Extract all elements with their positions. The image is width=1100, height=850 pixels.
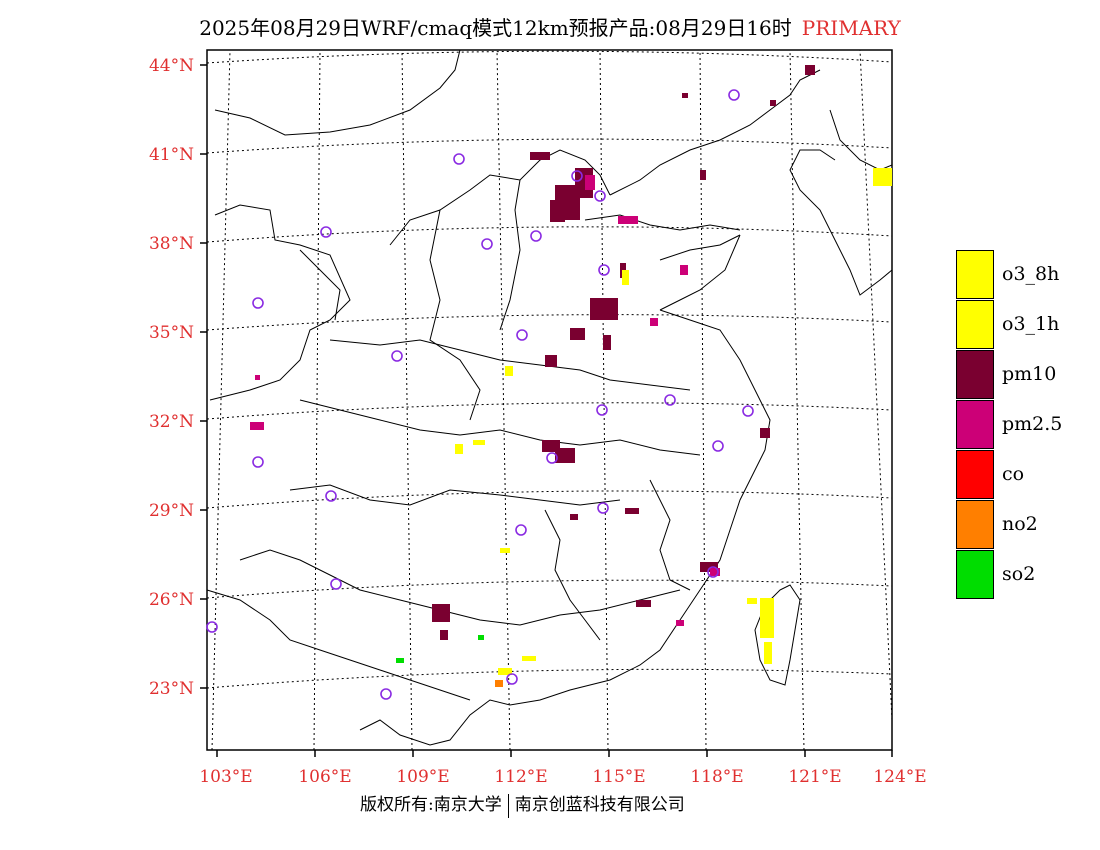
- lat-label-38: 38°N: [149, 234, 194, 254]
- station-marker: [594, 190, 606, 202]
- station-marker: [325, 490, 337, 502]
- station-marker: [515, 524, 527, 536]
- station-marker: [252, 456, 264, 468]
- legend-label-pm10: pm10: [1002, 363, 1057, 385]
- legend-label-so2: so2: [1002, 563, 1036, 585]
- legend-label-pm25: pm2.5: [1002, 413, 1063, 435]
- lon-labels: 103°E 106°E 109°E 112°E 115°E 118°E 121°…: [199, 767, 926, 787]
- station-marker: [571, 170, 583, 182]
- legend-label-co: co: [1002, 463, 1025, 485]
- legend-label-o3-1h: o3_1h: [1002, 313, 1060, 335]
- map-frame: [206, 49, 893, 751]
- legend-item-pm10: pm10: [956, 349, 1062, 399]
- page-title: 2025年08月29日WRF/cmaq模式12km预报产品:08月29日16时 P…: [0, 12, 1100, 41]
- station-marker: [330, 578, 342, 590]
- station-marker: [380, 688, 392, 700]
- footer-separator: [507, 793, 509, 818]
- axis-ticks: [200, 64, 893, 757]
- station-marker: [516, 329, 528, 341]
- no2-cells: [495, 680, 503, 687]
- copyright-left: 版权所有:南京大学: [360, 795, 502, 815]
- copyright-footer: 版权所有:南京大学 南京创蓝科技有限公司: [360, 790, 685, 818]
- lat-label-35: 35°N: [149, 323, 194, 343]
- legend-label-o3-8h: o3_8h: [1002, 263, 1060, 285]
- station-marker: [530, 230, 542, 242]
- lat-label-32: 32°N: [149, 412, 194, 432]
- lon-label-109: 109°E: [396, 767, 449, 787]
- station-marker: [728, 89, 740, 101]
- o3-cells: [455, 168, 892, 675]
- station-marker: [252, 297, 264, 309]
- lon-label-121: 121°E: [788, 767, 841, 787]
- station-marker: [320, 226, 332, 238]
- lat-label-23: 23°N: [149, 679, 194, 699]
- station-marker: [206, 621, 218, 633]
- station-marker: [596, 404, 608, 416]
- station-marker: [664, 394, 676, 406]
- lon-label-112: 112°E: [494, 767, 547, 787]
- lon-label-106: 106°E: [298, 767, 351, 787]
- legend-swatch-o3-8h: [956, 249, 994, 299]
- legend-swatch-pm25: [956, 399, 994, 449]
- legend-item-o3-1h: o3_1h: [956, 299, 1062, 349]
- station-marker: [707, 566, 719, 578]
- legend-swatch-o3-1h: [956, 299, 994, 349]
- legend-item-co: co: [956, 449, 1062, 499]
- station-marker: [598, 264, 610, 276]
- legend-swatch-no2: [956, 499, 994, 549]
- legend-item-so2: so2: [956, 549, 1062, 599]
- legend-swatch-so2: [956, 549, 994, 599]
- station-marker: [712, 440, 724, 452]
- lat-labels: 44°N 41°N 38°N 35°N 32°N 29°N 26°N 23°N: [149, 56, 194, 699]
- lon-label-118: 118°E: [690, 767, 743, 787]
- lon-label-103: 103°E: [199, 767, 252, 787]
- pollutant-legend: o3_8h o3_1h pm10 pm2.5 co no2 so2: [956, 249, 1062, 599]
- title-primary-tag: PRIMARY: [801, 16, 901, 40]
- pm25-cells: [250, 175, 720, 626]
- lat-label-29: 29°N: [149, 501, 194, 521]
- station-marker: [506, 673, 518, 685]
- station-marker: [742, 405, 754, 417]
- legend-item-no2: no2: [956, 499, 1062, 549]
- lat-label-26: 26°N: [149, 590, 194, 610]
- station-marker: [481, 238, 493, 250]
- lon-label-115: 115°E: [592, 767, 645, 787]
- station-marker: [546, 452, 558, 464]
- graticule: [206, 49, 893, 751]
- so2-cells: [396, 635, 484, 663]
- lon-label-124: 124°E: [873, 767, 926, 787]
- pm10-cells: [432, 65, 815, 640]
- station-marker: [453, 153, 465, 165]
- lat-label-41: 41°N: [149, 145, 194, 165]
- legend-item-pm25: pm2.5: [956, 399, 1062, 449]
- legend-swatch-co: [956, 449, 994, 499]
- station-marker: [597, 502, 609, 514]
- lat-label-44: 44°N: [149, 56, 194, 76]
- copyright-right: 南京创蓝科技有限公司: [514, 795, 685, 815]
- stations: [206, 89, 754, 700]
- legend-item-o3-8h: o3_8h: [956, 249, 1062, 299]
- title-main: 2025年08月29日WRF/cmaq模式12km预报产品:08月29日16时: [199, 16, 792, 40]
- legend-swatch-pm10: [956, 349, 994, 399]
- station-marker: [391, 350, 403, 362]
- legend-label-no2: no2: [1002, 513, 1038, 535]
